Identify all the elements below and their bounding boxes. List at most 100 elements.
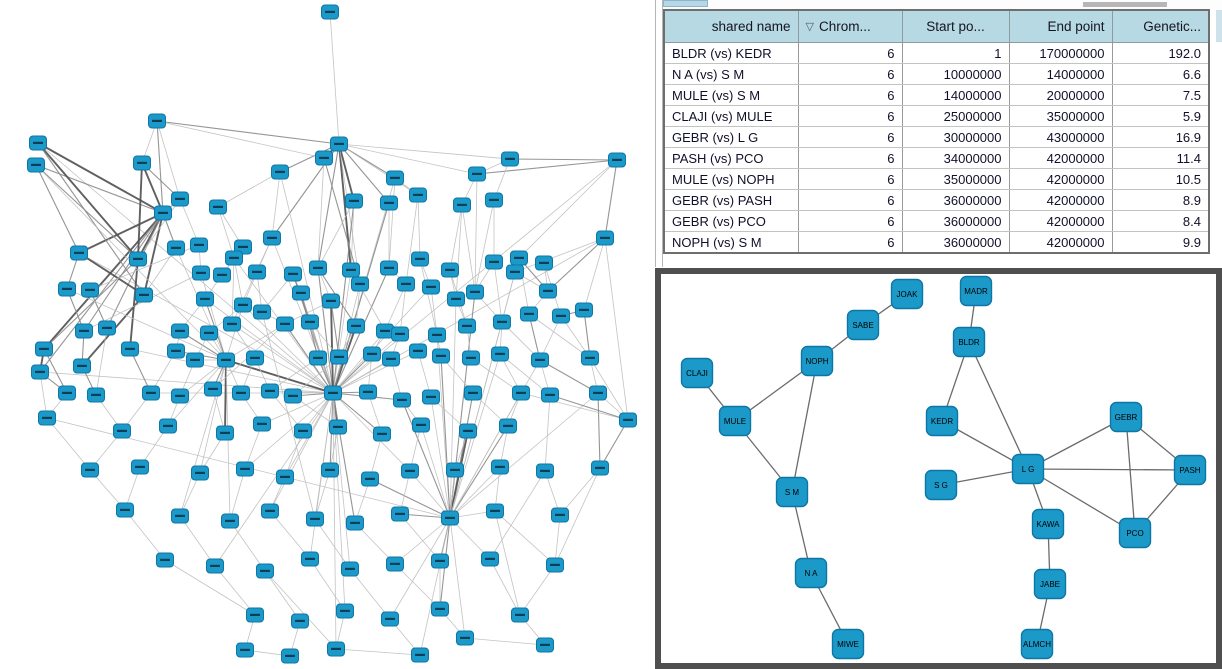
network-node[interactable] xyxy=(58,281,76,297)
network-node[interactable] xyxy=(70,245,88,261)
node-sabe[interactable]: SABE xyxy=(846,309,880,341)
network-node[interactable] xyxy=(409,187,427,203)
network-node[interactable] xyxy=(422,279,440,295)
network-node[interactable] xyxy=(315,150,333,166)
network-node[interactable] xyxy=(256,563,274,579)
network-node[interactable] xyxy=(75,323,93,339)
network-node[interactable] xyxy=(535,255,553,271)
network-node[interactable] xyxy=(301,314,319,330)
network-node[interactable] xyxy=(511,607,529,623)
network-node[interactable] xyxy=(393,392,411,408)
network-node[interactable] xyxy=(446,462,464,478)
network-node[interactable] xyxy=(190,237,208,253)
network-node[interactable] xyxy=(321,4,339,20)
network-node[interactable] xyxy=(217,352,235,368)
network-node[interactable] xyxy=(491,459,509,475)
network-node[interactable] xyxy=(276,469,294,485)
network-node[interactable] xyxy=(159,418,177,434)
network-node[interactable] xyxy=(380,260,398,276)
network-node[interactable] xyxy=(386,170,404,186)
network-node[interactable] xyxy=(441,262,459,278)
network-node[interactable] xyxy=(412,417,430,433)
network-node[interactable] xyxy=(133,155,151,171)
network-node[interactable] xyxy=(306,511,324,527)
network-node[interactable] xyxy=(546,557,564,573)
table-row[interactable]: N A (vs) S M 6 10000000 14000000 6.6 xyxy=(663,63,1210,85)
network-node[interactable] xyxy=(456,630,474,646)
network-node[interactable] xyxy=(191,465,209,481)
network-node[interactable] xyxy=(431,553,449,569)
table-row[interactable]: GEBR (vs) PASH 6 36000000 42000000 8.9 xyxy=(663,189,1210,211)
network-node[interactable] xyxy=(253,416,271,432)
network-node[interactable] xyxy=(121,341,139,357)
network-node[interactable] xyxy=(347,318,365,334)
network-node[interactable] xyxy=(281,648,299,664)
network-node[interactable] xyxy=(493,314,511,330)
network-node[interactable] xyxy=(248,264,266,280)
network-node[interactable] xyxy=(501,151,519,167)
network-node[interactable] xyxy=(539,283,557,299)
network-node[interactable] xyxy=(27,157,45,173)
network-node[interactable] xyxy=(246,607,264,623)
network-node[interactable] xyxy=(512,385,530,401)
table-row[interactable]: MULE (vs) NOPH 6 35000000 42000000 10.5 xyxy=(663,168,1210,190)
network-node[interactable] xyxy=(336,603,354,619)
node-madr[interactable]: MADR xyxy=(959,275,993,307)
network-node[interactable] xyxy=(216,425,234,441)
network-node[interactable] xyxy=(321,462,339,478)
network-node[interactable] xyxy=(87,387,105,403)
network-node[interactable] xyxy=(276,316,294,332)
column-header[interactable]: shared name xyxy=(663,9,799,43)
network-node[interactable] xyxy=(131,459,149,475)
network-node[interactable] xyxy=(81,462,99,478)
network-node[interactable] xyxy=(327,641,345,657)
network-node[interactable] xyxy=(541,387,559,403)
network-node[interactable] xyxy=(129,251,147,267)
node-l-g[interactable]: L G xyxy=(1011,453,1045,485)
network-node[interactable] xyxy=(432,348,450,364)
network-node[interactable] xyxy=(301,551,319,567)
network-node[interactable] xyxy=(391,326,409,342)
network-node[interactable] xyxy=(221,513,239,529)
node-bldr[interactable]: BLDR xyxy=(952,326,986,358)
table-row[interactable]: MULE (vs) S M 6 14000000 20000000 7.5 xyxy=(663,84,1210,106)
node-gebr[interactable]: GEBR xyxy=(1109,401,1143,433)
network-node[interactable] xyxy=(485,254,503,270)
network-node[interactable] xyxy=(171,508,189,524)
network-node[interactable] xyxy=(284,388,302,404)
network-node[interactable] xyxy=(204,381,222,397)
network-node[interactable] xyxy=(294,423,312,439)
network-node[interactable] xyxy=(552,308,570,324)
network-node[interactable] xyxy=(581,350,599,366)
network-node[interactable] xyxy=(167,343,185,359)
network-node[interactable] xyxy=(330,136,348,152)
node-kedr[interactable]: KEDR xyxy=(925,405,959,437)
network-node[interactable] xyxy=(459,423,477,439)
node-claji[interactable]: CLAJI xyxy=(680,357,714,389)
network-node[interactable] xyxy=(113,423,131,439)
network-node[interactable] xyxy=(142,385,160,401)
network-node[interactable] xyxy=(271,164,289,180)
node-kawa[interactable]: KAWA xyxy=(1031,508,1065,540)
network-node[interactable] xyxy=(341,561,359,577)
node-s-m[interactable]: S M xyxy=(775,476,809,508)
network-node[interactable] xyxy=(200,325,218,341)
node-pash[interactable]: PASH xyxy=(1173,454,1207,486)
network-node[interactable] xyxy=(397,276,415,292)
network-node[interactable] xyxy=(506,264,524,280)
network-node[interactable] xyxy=(73,358,91,374)
node-almch[interactable]: ALMCH xyxy=(1020,628,1054,660)
network-node[interactable] xyxy=(98,320,116,336)
table-row[interactable]: NOPH (vs) S M 6 36000000 42000000 9.9 xyxy=(663,231,1210,254)
network-node[interactable] xyxy=(171,388,189,404)
filter-icon[interactable]: ▽ xyxy=(805,21,814,33)
network-node[interactable] xyxy=(209,199,227,215)
network-node[interactable] xyxy=(309,350,327,366)
network-node[interactable] xyxy=(363,346,381,362)
network-node[interactable] xyxy=(536,463,554,479)
network-node[interactable] xyxy=(447,291,465,307)
network-node[interactable] xyxy=(186,352,204,368)
node-n-a[interactable]: N A xyxy=(794,557,828,589)
node-mule[interactable]: MULE xyxy=(718,405,752,437)
